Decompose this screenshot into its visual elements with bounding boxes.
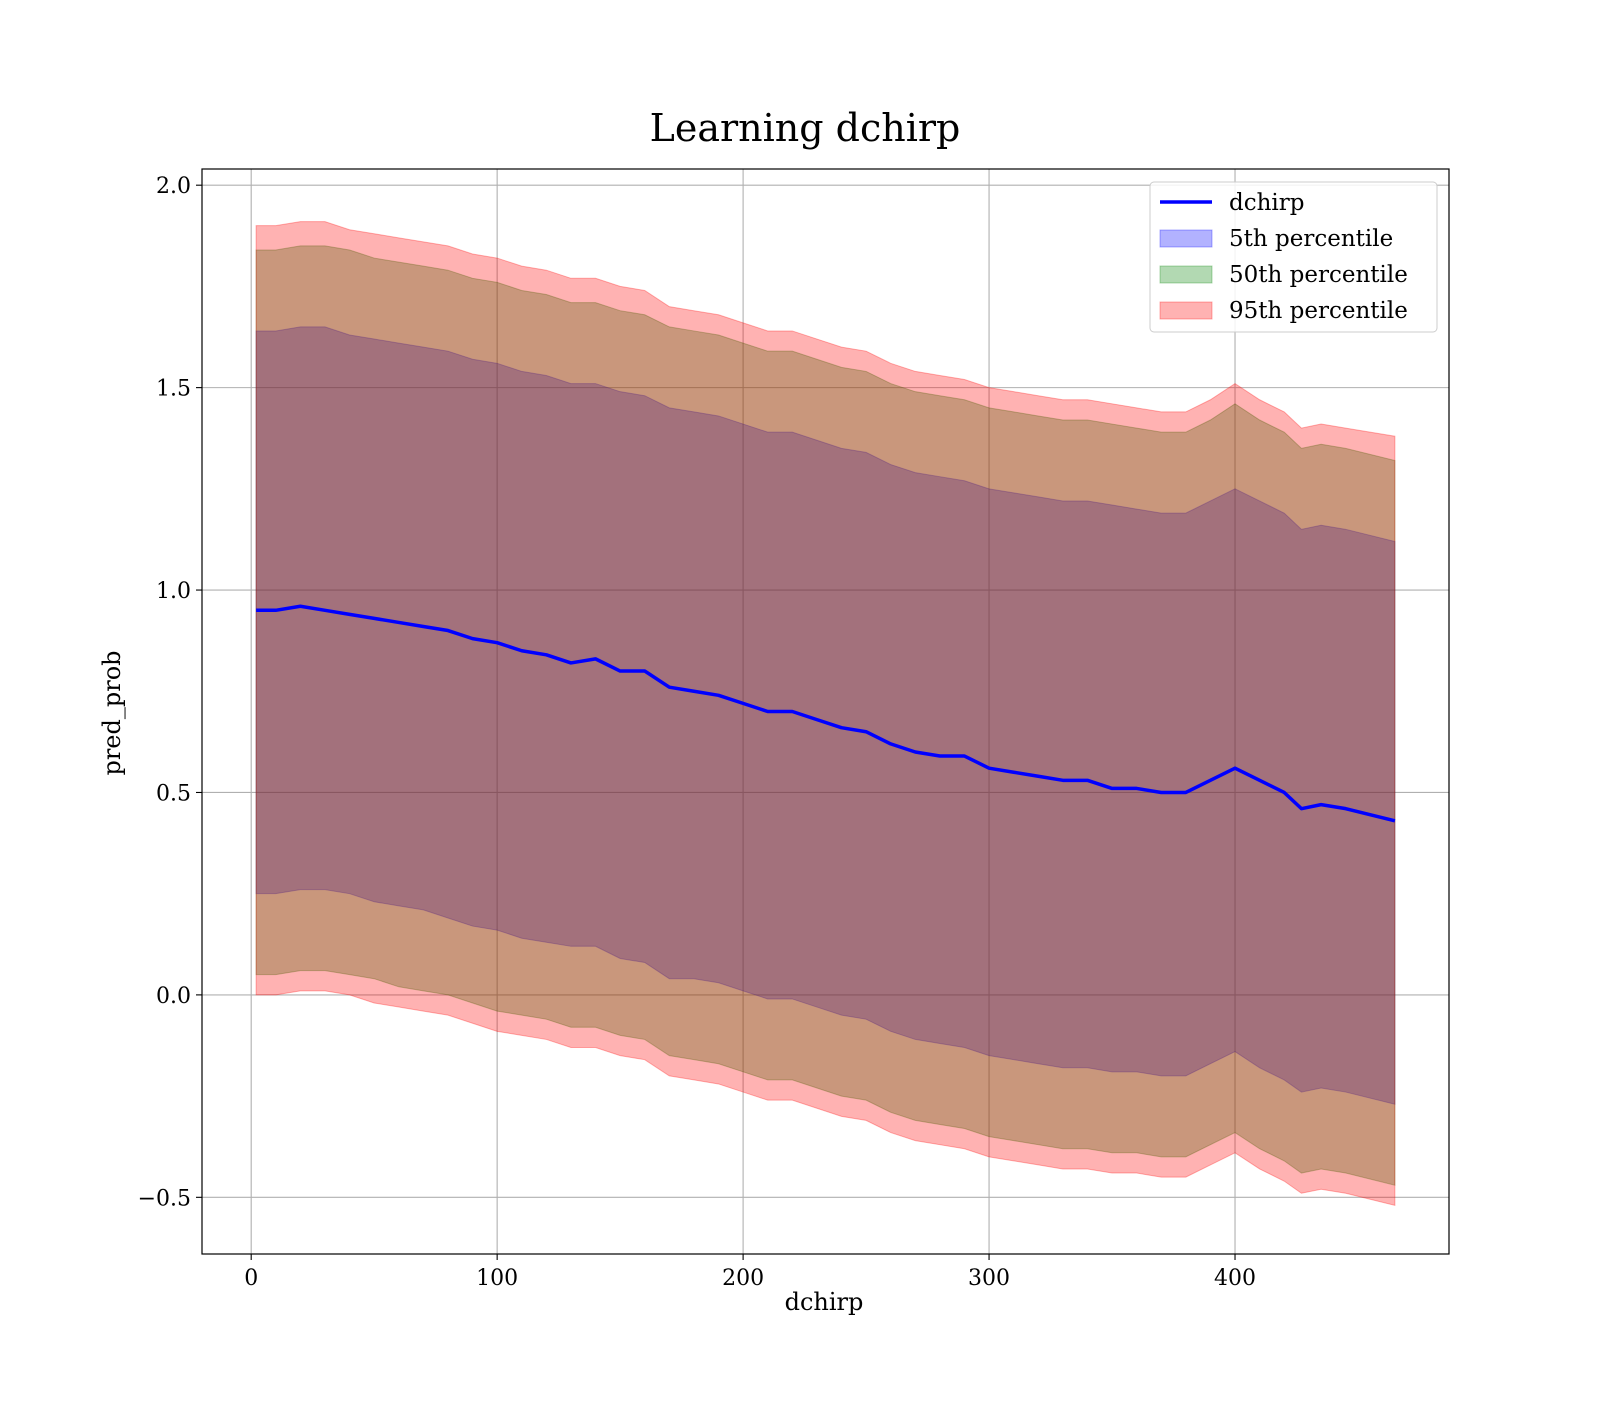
y-tick-label: −0.5 — [138, 1186, 191, 1211]
x-tick-label: 400 — [1214, 1266, 1256, 1291]
legend-box — [1149, 181, 1438, 333]
band-50th-percentile — [255, 245, 1396, 1186]
chart-title: Learning dchirp — [650, 106, 961, 150]
legend-label: dchirp — [1229, 190, 1305, 216]
x-tick-label: 0 — [244, 1266, 258, 1291]
legend-swatch-patch — [1159, 265, 1213, 284]
axes-frame — [201, 168, 1450, 1255]
legend-label: 50th percentile — [1229, 262, 1408, 288]
plot-area: 0 100 200 300 400 −0.5 0.0 0.5 1.0 1.5 2.0 — [138, 168, 1450, 1291]
series-line-dchirp — [256, 604, 1396, 823]
legend-swatch-patch — [1159, 229, 1213, 248]
y-tick-label: 0.0 — [156, 984, 191, 1009]
x-tick-label: 100 — [476, 1266, 518, 1291]
y-tick-label: 0.5 — [156, 781, 191, 806]
band-95th-percentile — [255, 221, 1396, 1207]
y-tick-label: 1.5 — [156, 377, 191, 402]
legend-label: 5th percentile — [1229, 226, 1393, 252]
x-tick-label: 200 — [722, 1266, 764, 1291]
y-axis-label: pred_prob — [98, 650, 126, 775]
x-axis-label: dchirp — [785, 1288, 864, 1316]
band-5th-percentile — [255, 326, 1396, 1105]
x-tick-label: 300 — [968, 1266, 1010, 1291]
legend-swatch-patch — [1159, 301, 1213, 320]
legend-label: 95th percentile — [1229, 298, 1408, 324]
legend: dchirp 5th percentile 50th percentile 95th … — [1149, 181, 1438, 333]
y-tick-label: 1.0 — [156, 579, 191, 604]
y-tick-label: 2.0 — [156, 174, 191, 199]
